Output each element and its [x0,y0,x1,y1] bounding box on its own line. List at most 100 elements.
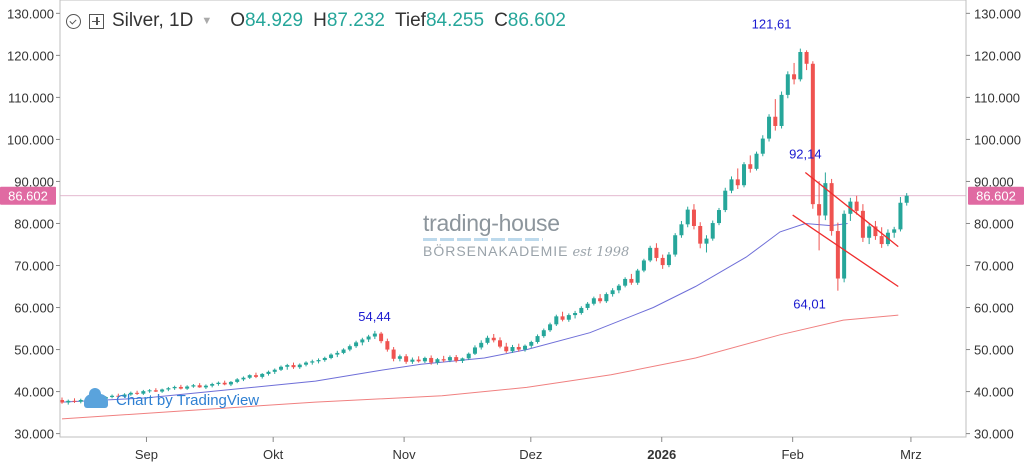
candle [760,135,765,157]
candle [447,355,452,363]
chevron-down-icon[interactable]: ▼ [201,15,213,27]
close-label: C [494,10,508,31]
candle [710,220,715,241]
candle-body [760,138,765,154]
candle [216,381,221,386]
candle [835,222,840,291]
low-label: Tief [394,10,426,31]
candle [241,376,246,382]
candle-body [573,312,578,316]
candle [253,372,258,379]
tradingview-badge[interactable]: Chart by TradingView [84,387,259,409]
annotation-label: 92,14 [789,146,822,161]
candle [541,328,546,338]
candle [122,393,127,398]
candle-body [185,386,190,389]
candle-body [160,389,165,392]
open-label: O [230,10,245,31]
candle [804,50,809,71]
candle [360,337,365,346]
candle [691,204,696,230]
candle-body [141,391,146,394]
candle [879,227,884,248]
y-tick-label-right: 120.000 [974,48,1021,63]
candle-body [829,183,834,232]
candle-body [210,384,215,386]
candle-body [754,153,759,169]
candle [635,268,640,285]
high-value: 87.232 [326,10,385,31]
candle [854,195,859,215]
candle [604,292,609,303]
price-badge-left: 86.602 [8,189,48,204]
candle-body [867,226,872,238]
candle-body [379,333,384,342]
candle [341,348,346,355]
candle-body [516,347,521,350]
candle [829,178,834,236]
candle [754,151,759,171]
candle-body [510,347,515,352]
candle [798,48,803,82]
candle [785,71,790,99]
candle [316,358,321,364]
candle [654,243,659,262]
candle [391,347,396,362]
candle-body [773,116,778,126]
candle [548,322,553,332]
candle [491,334,496,343]
trendline-lower [792,214,899,288]
candle [310,359,315,365]
candle [873,220,878,240]
candle-body [648,247,653,261]
candle-body [347,346,352,350]
candle [160,388,165,393]
candle [60,397,64,404]
candle [779,91,784,129]
candle [723,187,728,213]
candle-body [792,74,797,80]
ma-fast-line [61,222,848,403]
eye-icon[interactable] [66,13,81,29]
candle-body [60,399,64,403]
candle [823,172,828,221]
candle-body [466,353,471,359]
candle-body [241,377,246,380]
plus-square-icon[interactable] [89,13,104,29]
candle [860,204,865,242]
candle-body [873,226,878,237]
candle [735,168,740,190]
candle-body [397,356,402,359]
candle-body [366,336,371,340]
candle-body [266,371,271,374]
candle [729,176,734,194]
candle-body [354,342,359,347]
symbol-title[interactable]: Silver, 1D [112,10,194,31]
candle [416,356,421,363]
candle [579,306,584,315]
candle-body [135,392,140,394]
candle-body [203,385,208,388]
candle-body [491,337,496,341]
candle [147,389,152,393]
y-tick-label-left: 50.000 [14,343,54,358]
candle-body [310,361,315,363]
candle-body [385,341,390,350]
candle-body [604,294,609,302]
candle [767,114,772,142]
candle [485,335,490,345]
y-tick-label-left: 80.000 [14,216,54,231]
candle-body [535,336,540,342]
candle-body [654,247,659,258]
candle [629,273,634,285]
ma-slow-path [61,314,899,420]
candle-body [691,209,696,226]
price-badge-left-bg [0,186,56,205]
candle-body [591,298,596,304]
candle-body [723,190,728,211]
ma-fast-path [61,222,848,403]
candle-body [767,116,772,139]
candle-body [322,357,327,361]
